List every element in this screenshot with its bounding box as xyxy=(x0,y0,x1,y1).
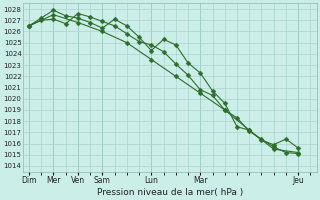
X-axis label: Pression niveau de la mer( hPa ): Pression niveau de la mer( hPa ) xyxy=(97,188,243,197)
